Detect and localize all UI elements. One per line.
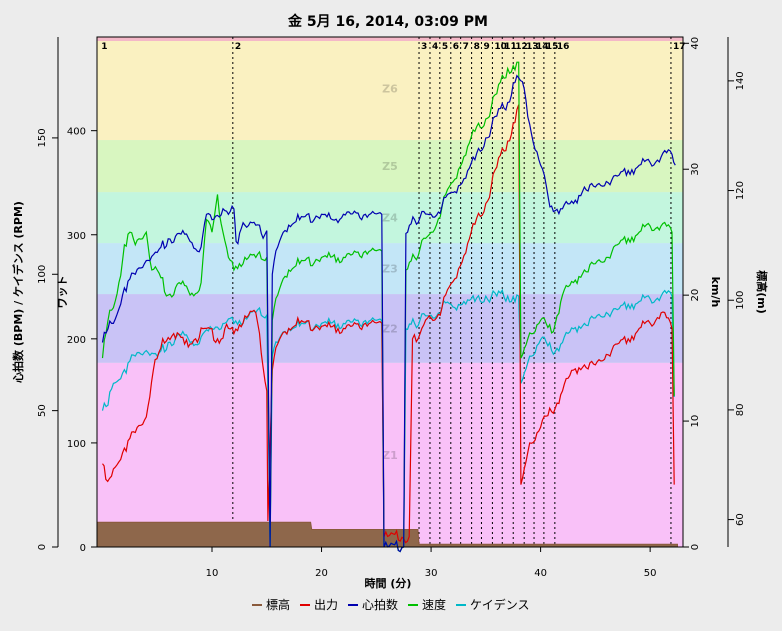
speed-tick-label: 40 (690, 37, 701, 50)
hr-cad-tick-label: 100 (37, 265, 48, 284)
zone-label-z1: Z1 (382, 449, 398, 462)
zone-label-z4: Z4 (382, 212, 398, 225)
zone-top-strip (97, 37, 683, 41)
lap-label-15: 15 (546, 42, 559, 52)
legend-label-cadence: ケイデンス (470, 597, 530, 612)
speed-tick-label: 30 (690, 163, 701, 176)
lap-label-6: 6 (453, 42, 459, 52)
lap-label-1: 1 (101, 42, 107, 52)
power-tick-label: 100 (67, 439, 86, 450)
elevation-tick-label: 120 (735, 181, 746, 200)
legend-label-speed: 速度 (422, 597, 446, 612)
elevation-axis-label: 標高(m) (755, 270, 769, 314)
legend-label-power: 出力 (314, 598, 338, 612)
lap-label-16: 16 (557, 42, 570, 52)
lap-label-9: 9 (483, 42, 489, 52)
lap-label-11: 11 (504, 42, 517, 52)
elevation-tick-label: 80 (735, 404, 746, 417)
speed-tick-label: 0 (690, 544, 701, 550)
chart-title: 金 5月 16, 2014, 03:09 PM (287, 13, 488, 30)
lap-label-5: 5 (442, 42, 448, 52)
hr-cad-tick-label: 50 (37, 404, 48, 417)
lap-label-3: 3 (421, 42, 427, 52)
x-tick-label: 10 (206, 568, 219, 579)
legend-label-heart-rate: 心拍数 (362, 597, 398, 612)
speed-axis-label: km/h (709, 277, 722, 308)
x-tick-label: 40 (534, 568, 547, 579)
power-axis-label: ワット (56, 276, 69, 309)
axes: 10 20 30 40 50 0 50 100 150 0 100 200 300 400 0 10 20 30 4… (11, 37, 769, 579)
zone-band-z4 (97, 192, 683, 244)
zone-band-z5 (97, 140, 683, 193)
lap-label-12: 12 (515, 42, 528, 52)
zone-label-z6: Z6 (382, 83, 398, 96)
power-tick-label: 200 (67, 335, 86, 346)
x-tick-label: 30 (425, 568, 438, 579)
elevation-tick-label: 140 (735, 71, 746, 90)
lap-label-4: 4 (432, 42, 438, 52)
lap-label-7: 7 (463, 42, 469, 52)
x-axis-label: 時間 (分) (365, 576, 412, 590)
lap-label-13: 13 (526, 42, 539, 52)
speed-tick-label: 10 (690, 415, 701, 428)
zone-band-z6 (97, 37, 683, 141)
hr-cad-axis-label: 心拍数 (BPM) / ケイデンス (RPM) (11, 201, 25, 383)
zone-label-z2: Z2 (382, 322, 398, 335)
lap-label-14: 14 (536, 42, 549, 52)
series-line-heart-rate (101, 74, 676, 553)
zone-band-z3 (97, 243, 683, 295)
lap-label-8: 8 (474, 42, 480, 52)
series-line-power (102, 104, 675, 544)
elevation-tick-label: 100 (735, 291, 746, 310)
series-lines (96, 61, 679, 553)
legend-label-elevation: 標高 (266, 597, 290, 612)
zone-band-z2 (97, 294, 683, 363)
x-tick-label: 50 (644, 568, 657, 579)
zone-label-z5: Z5 (382, 160, 398, 173)
power-tick-label: 0 (80, 543, 86, 554)
power-tick-label: 400 (67, 127, 86, 138)
plot-frame (96, 36, 684, 548)
legend: 標高 出力 心拍数 速度 ケイデンス (252, 597, 530, 612)
lap-label-17: 17 (673, 42, 686, 52)
zone-label-z3: Z3 (382, 263, 398, 276)
x-tick-label: 20 (315, 568, 328, 579)
power-tick-label: 300 (67, 231, 86, 242)
zone-bands: Z1 Z2 Z3 Z4 Z5 Z6 (97, 37, 683, 547)
zone-band-z1 (97, 362, 683, 547)
hr-cad-tick-label: 0 (37, 544, 48, 550)
speed-tick-label: 20 (690, 289, 701, 302)
lap-label-10: 10 (494, 42, 507, 52)
elevation-tick-label: 60 (735, 513, 746, 526)
lap-label-2: 2 (235, 42, 241, 52)
hr-cad-tick-label: 150 (37, 128, 48, 147)
